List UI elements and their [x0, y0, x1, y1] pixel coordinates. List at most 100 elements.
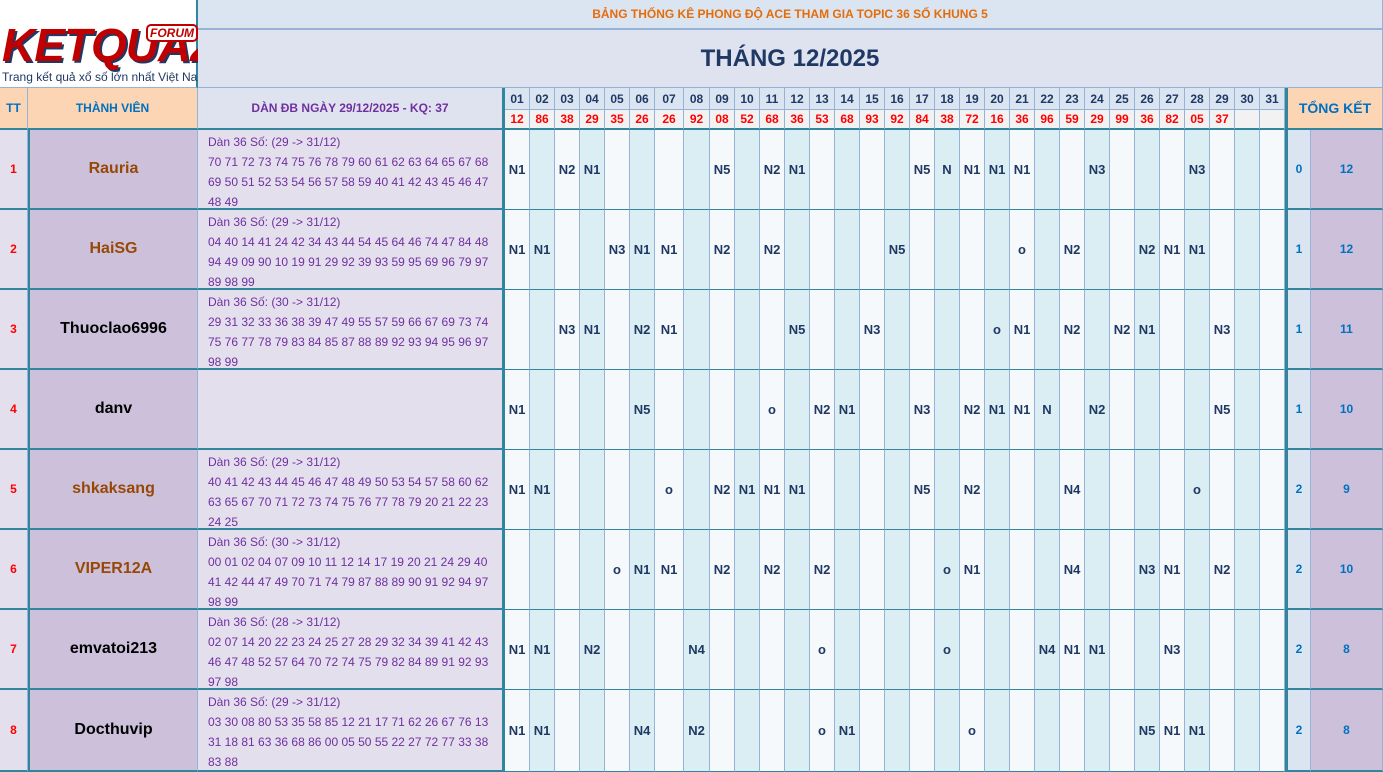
day-mark	[1085, 530, 1110, 610]
summary-header: TỔNG KẾT	[1285, 88, 1383, 130]
member-name: VIPER12A	[28, 530, 198, 610]
day-mark	[910, 530, 935, 610]
day-number: 11	[760, 88, 785, 110]
day-mark: N2	[710, 210, 735, 290]
day-mark	[530, 530, 555, 610]
day-result: 35	[605, 110, 630, 130]
day-mark	[860, 130, 885, 210]
day-mark	[735, 690, 760, 772]
day-mark: N1	[580, 290, 605, 370]
day-result: 12	[505, 110, 530, 130]
day-mark: N2	[760, 530, 785, 610]
logo-badge: FORUM	[146, 24, 198, 42]
day-mark	[810, 130, 835, 210]
member-header: THÀNH VIÊN	[28, 88, 198, 130]
day-mark	[655, 610, 684, 690]
row-number: 7	[0, 610, 28, 690]
day-mark	[1035, 530, 1060, 610]
day-mark	[1060, 690, 1085, 772]
day-mark	[605, 610, 630, 690]
day-result	[1235, 110, 1260, 130]
day-mark	[710, 290, 735, 370]
day-mark	[1235, 530, 1260, 610]
day-mark	[1085, 210, 1110, 290]
day-number: 28	[1185, 88, 1210, 110]
day-mark	[1210, 450, 1235, 530]
day-mark: N	[1035, 370, 1060, 450]
day-mark: N1	[785, 130, 810, 210]
day-mark	[885, 290, 910, 370]
day-mark	[1210, 210, 1235, 290]
day-mark: N5	[910, 130, 935, 210]
day-mark	[580, 530, 605, 610]
day-mark	[985, 610, 1010, 690]
day-mark: N5	[1135, 690, 1160, 772]
day-mark: N1	[735, 450, 760, 530]
day-mark: N1	[530, 210, 555, 290]
day-mark	[1235, 370, 1260, 450]
title: BẢNG THỐNG KÊ PHONG ĐỘ ACE THAM GIA TOPI…	[198, 0, 1383, 30]
day-mark	[555, 450, 580, 530]
day-mark	[1235, 450, 1260, 530]
day-mark: N5	[910, 450, 935, 530]
day-mark: N3	[605, 210, 630, 290]
day-number: 01	[505, 88, 530, 110]
day-number: 19	[960, 88, 985, 110]
day-mark: N5	[885, 210, 910, 290]
day-mark	[860, 210, 885, 290]
day-mark	[1235, 610, 1260, 690]
day-mark: o	[1010, 210, 1035, 290]
day-mark: N2	[710, 530, 735, 610]
row-number: 5	[0, 450, 28, 530]
day-mark: N2	[1135, 210, 1160, 290]
day-result: 92	[885, 110, 910, 130]
day-mark	[785, 690, 810, 772]
day-mark	[1260, 210, 1285, 290]
day-mark	[530, 130, 555, 210]
day-mark	[605, 450, 630, 530]
day-mark	[1010, 690, 1035, 772]
day-mark	[935, 370, 960, 450]
day-result: 99	[1110, 110, 1135, 130]
day-mark: N1	[505, 690, 530, 772]
day-mark: N1	[1085, 610, 1110, 690]
day-mark: N2	[1060, 290, 1085, 370]
day-mark	[530, 370, 555, 450]
day-mark	[505, 530, 530, 610]
day-mark	[605, 290, 630, 370]
day-result: 86	[530, 110, 555, 130]
day-mark	[530, 290, 555, 370]
day-mark	[1110, 610, 1135, 690]
day-number: 04	[580, 88, 605, 110]
day-mark	[1110, 210, 1135, 290]
day-mark: N2	[630, 290, 655, 370]
day-mark	[810, 450, 835, 530]
day-mark: N1	[985, 370, 1010, 450]
day-mark: o	[985, 290, 1010, 370]
draws: 1	[1285, 290, 1311, 370]
day-number: 17	[910, 88, 935, 110]
day-mark	[960, 290, 985, 370]
day-mark: N2	[1210, 530, 1235, 610]
day-mark: N2	[1085, 370, 1110, 450]
day-result: 26	[655, 110, 684, 130]
day-mark: N2	[580, 610, 605, 690]
day-mark	[580, 690, 605, 772]
day-mark	[1110, 530, 1135, 610]
day-result: 93	[860, 110, 885, 130]
day-mark: N1	[505, 370, 530, 450]
logo-tagline: Trang kết quả xổ số lớn nhất Việt Nam	[2, 70, 208, 84]
day-mark	[835, 530, 860, 610]
day-mark	[810, 290, 835, 370]
day-mark: N2	[710, 450, 735, 530]
day-mark	[885, 450, 910, 530]
total: 8	[1311, 690, 1383, 772]
day-mark: N1	[1160, 690, 1185, 772]
dan-cell: Dàn 36 Số: (29 -> 31/12) 03 30 08 80 53 3…	[198, 690, 505, 772]
day-mark	[910, 610, 935, 690]
day-mark	[760, 690, 785, 772]
day-mark: N4	[684, 610, 710, 690]
day-mark: N2	[555, 130, 580, 210]
day-mark	[985, 530, 1010, 610]
day-mark	[910, 290, 935, 370]
